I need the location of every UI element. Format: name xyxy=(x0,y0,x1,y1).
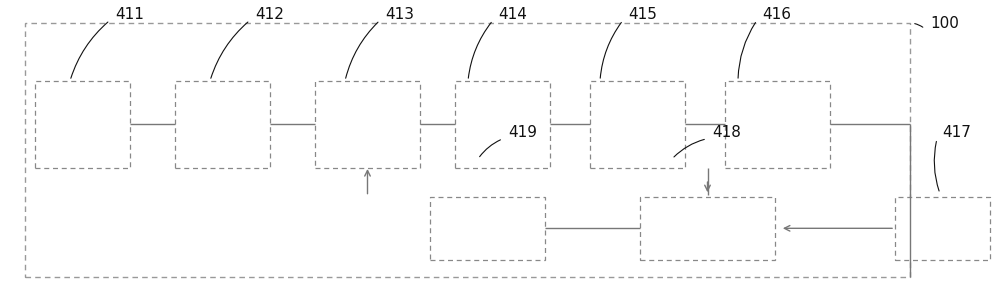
Bar xyxy=(25,23,910,277)
Text: 418: 418 xyxy=(712,125,741,140)
Bar xyxy=(35,81,130,168)
Bar xyxy=(430,197,545,260)
Text: 411: 411 xyxy=(115,7,144,22)
Text: 415: 415 xyxy=(628,7,657,22)
Bar xyxy=(640,197,775,260)
Bar xyxy=(455,81,550,168)
Text: 413: 413 xyxy=(385,7,414,22)
Bar xyxy=(175,81,270,168)
Bar xyxy=(590,81,685,168)
Text: 416: 416 xyxy=(762,7,791,22)
Text: 412: 412 xyxy=(255,7,284,22)
Bar xyxy=(315,81,420,168)
Text: 100: 100 xyxy=(930,16,959,31)
Text: 417: 417 xyxy=(942,125,971,140)
Text: 419: 419 xyxy=(508,125,537,140)
Bar xyxy=(895,197,990,260)
Bar xyxy=(725,81,830,168)
Text: 414: 414 xyxy=(498,7,527,22)
